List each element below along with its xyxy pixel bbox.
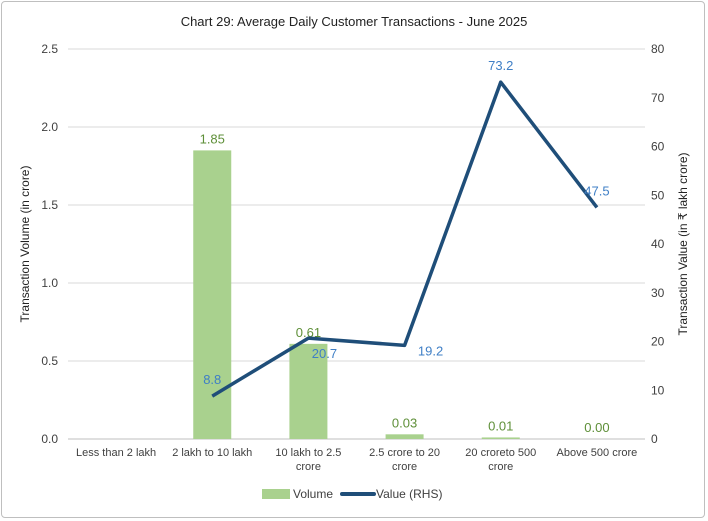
x-tick-label: crore [392, 461, 417, 473]
data-label-volume: 0.01 [488, 418, 513, 433]
data-label-volume: 0.00 [584, 420, 609, 435]
y2-tick-label: 0 [651, 432, 658, 446]
x-tick-label: Above 500 crore [557, 447, 638, 459]
legend-value-label: Value (RHS) [376, 487, 442, 501]
y2-tick-label: 70 [651, 91, 665, 105]
y2-tick-label: 40 [651, 237, 665, 251]
x-tick-label: 20 croreto 500 [465, 447, 536, 459]
x-tick-label: Less than 2 lakh [76, 447, 156, 459]
bar-volume [385, 434, 424, 439]
data-label-value: 73.2 [488, 58, 513, 73]
chart-title: Chart 29: Average Daily Customer Transac… [181, 14, 528, 29]
x-tick-label: 2.5 crore to 20 [369, 447, 440, 459]
y2-tick-label: 30 [651, 286, 665, 300]
y2-tick-label: 50 [651, 188, 665, 202]
data-label-value: 8.8 [203, 372, 221, 387]
y-tick-label: 2.5 [41, 42, 58, 56]
y-tick-label: 0.0 [41, 432, 58, 446]
data-label-value: 47.5 [584, 183, 609, 198]
x-tick-label: 2 lakh to 10 lakh [172, 447, 252, 459]
y2-tick-label: 20 [651, 335, 665, 349]
bar-volume [193, 150, 232, 439]
line-value [211, 80, 599, 398]
y-axis-title: Transaction Volume (in crore) [18, 166, 32, 323]
data-label-value: 20.7 [312, 346, 337, 361]
y2-axis-title: Transaction Value (in ₹ lakh crore) [676, 152, 690, 335]
y-tick-label: 0.5 [41, 354, 58, 368]
y-tick-label: 1.0 [41, 276, 58, 290]
y-tick-label: 1.5 [41, 198, 58, 212]
x-tick-label: 10 lakh to 2.5 [275, 447, 341, 459]
legend-volume-swatch [262, 489, 290, 499]
legend-volume-label: Volume [293, 487, 333, 501]
y2-tick-label: 10 [651, 383, 665, 397]
data-label-volume: 0.61 [296, 325, 321, 340]
y2-tick-label: 80 [651, 42, 665, 56]
y-tick-label: 2.0 [41, 120, 58, 134]
x-tick-label: crore [488, 461, 513, 473]
data-label-volume: 0.03 [392, 415, 417, 430]
data-label-value: 19.2 [418, 343, 443, 358]
y2-tick-label: 60 [651, 140, 665, 154]
bar-volume [481, 437, 520, 439]
x-tick-label: crore [296, 461, 321, 473]
bar-volume [289, 343, 328, 439]
data-label-volume: 1.85 [200, 131, 225, 146]
